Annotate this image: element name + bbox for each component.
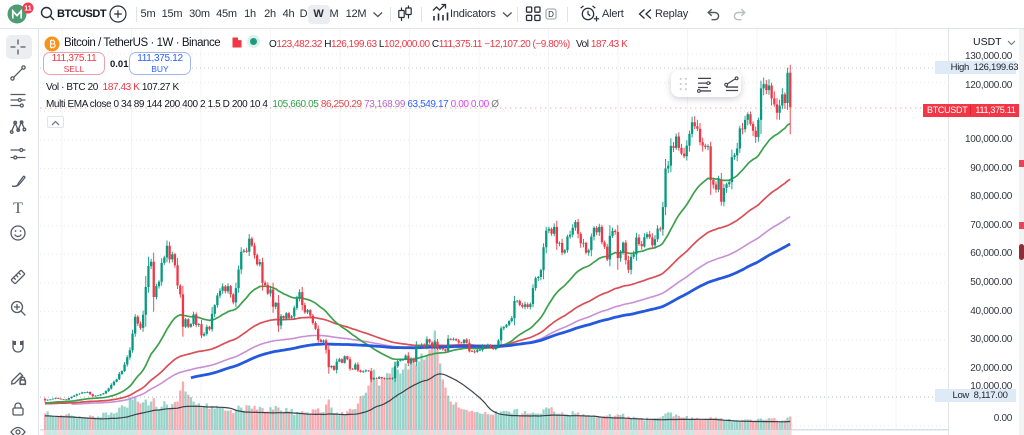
svg-text:D: D — [548, 10, 554, 19]
svg-text:11: 11 — [24, 6, 32, 13]
